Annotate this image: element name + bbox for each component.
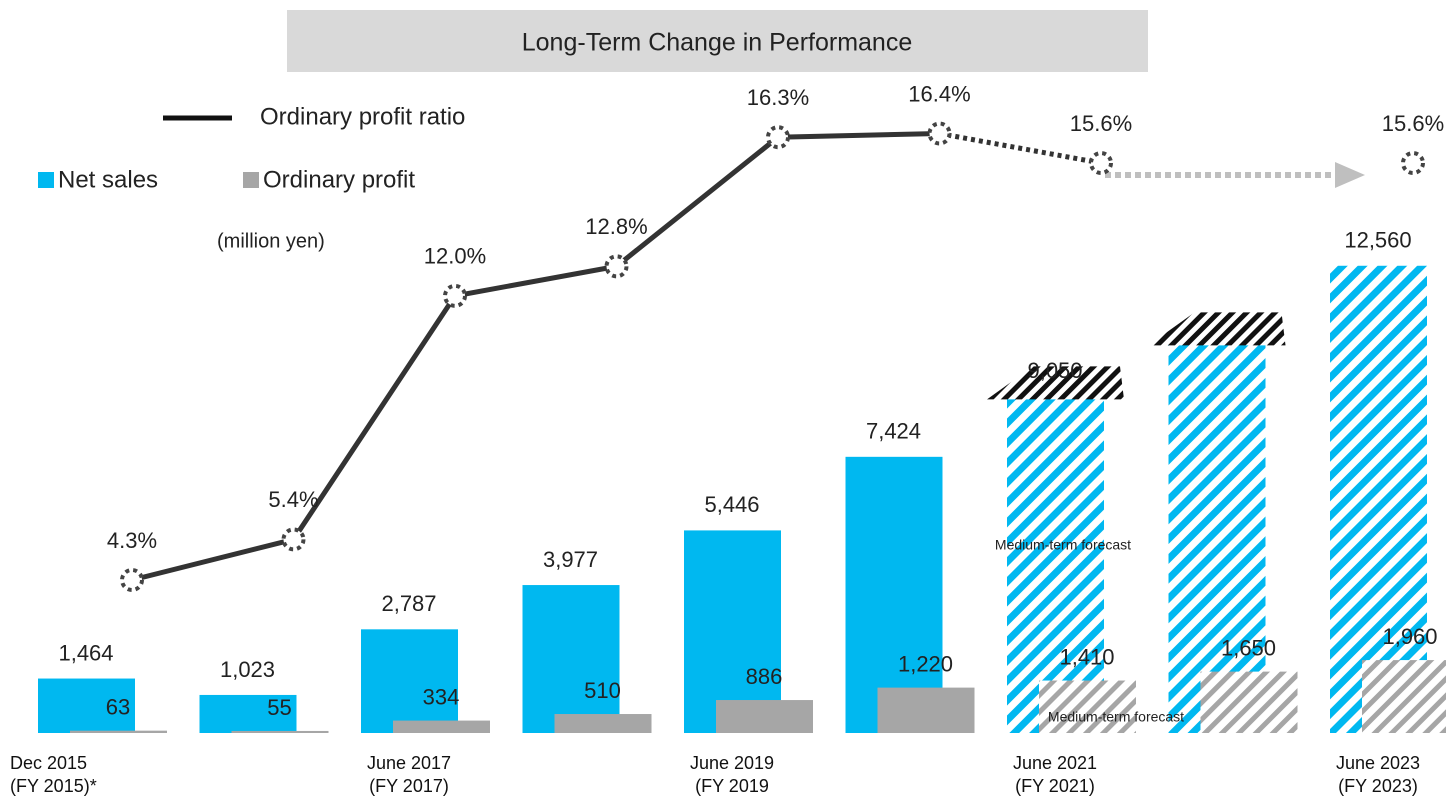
bar	[393, 720, 490, 733]
data-label: 63	[106, 694, 130, 719]
bar	[38, 678, 135, 733]
bar	[1168, 342, 1266, 733]
bar	[522, 585, 620, 733]
legend-label: Ordinary profit	[263, 166, 415, 193]
data-label: 1,220	[898, 651, 953, 676]
data-label: 2,787	[381, 591, 436, 616]
bar	[716, 700, 813, 733]
chart-title: Long-Term Change in Performance	[522, 29, 912, 57]
data-label: 510	[584, 678, 621, 703]
bar	[684, 530, 781, 733]
bar	[554, 714, 652, 733]
legend-label: Net sales	[58, 166, 158, 193]
data-label: 334	[423, 684, 460, 709]
bar	[361, 629, 458, 733]
data-label: 12.8%	[585, 214, 647, 239]
x-tick-label: Dec 2015 (FY 2015)*	[10, 753, 97, 796]
title-box	[287, 10, 1148, 72]
x-tick-label: June 2017 (FY 2017)	[366, 753, 452, 796]
data-label: 15.6%	[1070, 111, 1132, 136]
data-label: 5.4%	[268, 487, 318, 512]
data-label: 1,410	[1059, 644, 1114, 669]
x-tick-label: June 2023 (FY 2023)	[1335, 753, 1421, 796]
data-label: 3,977	[543, 547, 598, 572]
data-label: 4.3%	[107, 528, 157, 553]
annotation: (million yen)	[217, 230, 325, 252]
data-label: 5,446	[704, 492, 759, 517]
data-label: 15.6%	[1382, 111, 1444, 136]
data-label: 7,424	[866, 419, 921, 444]
data-label: 55	[267, 695, 291, 720]
annotation: Medium-term forecast	[995, 537, 1131, 553]
bar	[231, 730, 329, 733]
data-label: 9,050	[1027, 358, 1082, 383]
ratio-marker	[120, 568, 144, 592]
x-tick-label: June 2021 (FY 2021)	[1012, 753, 1098, 796]
bar	[877, 687, 975, 733]
legend-label: Ordinary profit ratio	[260, 103, 465, 130]
data-label: 16.3%	[747, 85, 809, 110]
data-label: 1,960	[1382, 624, 1437, 649]
ratio-marker	[1401, 151, 1425, 176]
data-label: 1,464	[58, 640, 113, 665]
ratio-marker	[1089, 151, 1113, 176]
forecast-arrow	[987, 366, 1124, 400]
bar	[1200, 671, 1298, 733]
data-label: 12.0%	[424, 244, 486, 269]
annotation: Medium-term forecast	[1048, 709, 1184, 725]
ratio-marker	[281, 527, 306, 552]
legend-swatch	[243, 172, 259, 188]
bar	[1330, 265, 1427, 733]
ratio-marker	[443, 283, 467, 308]
ratio-marker	[927, 121, 952, 146]
ratio-marker	[766, 125, 790, 150]
bar	[1039, 680, 1136, 733]
ratio-line-forecast	[939, 131, 1102, 166]
bar	[1362, 660, 1446, 733]
x-tick-label: June 2019 (FY 2019	[689, 753, 775, 796]
bar	[70, 730, 167, 733]
forecast-arrow-head	[1335, 162, 1365, 188]
bar	[845, 456, 943, 733]
data-label: 12,560	[1344, 228, 1411, 253]
data-label: 1,023	[220, 657, 275, 682]
forecast-arrow	[1148, 312, 1286, 346]
legend-swatch	[38, 172, 54, 188]
data-label: 1,650	[1221, 635, 1276, 660]
bar	[1007, 396, 1104, 733]
ratio-marker	[604, 254, 629, 279]
data-label: 886	[746, 664, 783, 689]
ratio-line	[131, 131, 940, 583]
bar	[199, 694, 297, 733]
data-label: 16.4%	[908, 81, 970, 106]
